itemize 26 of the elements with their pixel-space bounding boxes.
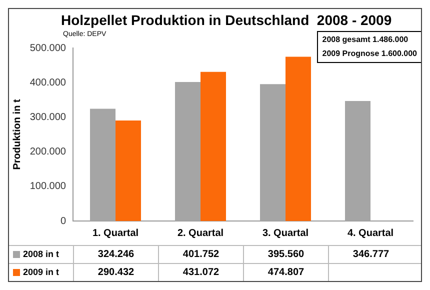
- y-tick-label: 300.000: [30, 112, 66, 123]
- y-tick-label: 0: [60, 216, 66, 227]
- y-axis-title: Produktion in t: [12, 98, 23, 170]
- bar: [200, 72, 226, 221]
- data-label: 431.072: [158, 264, 243, 281]
- data-label: 474.807: [243, 264, 328, 281]
- x-tick-label: 3. Quartal: [262, 228, 309, 239]
- y-tick-label: 200.000: [30, 146, 66, 158]
- y-tick-label: 400.000: [30, 77, 66, 88]
- data-label: 395.560: [243, 246, 328, 263]
- bar: [286, 56, 311, 221]
- x-tick-label: 4. Quartal: [347, 228, 394, 239]
- data-label: 401.752: [158, 246, 243, 263]
- text: 2008 gesamt 1.486.000: [322, 34, 410, 46]
- y-tick-label: 100.000: [30, 181, 66, 192]
- data-label: 324.246: [73, 246, 158, 263]
- data-label: 346.777: [328, 246, 413, 263]
- legend-label: 2008 in t: [23, 248, 60, 261]
- x-tick-label: 1. Quartal: [92, 228, 139, 239]
- annotation: 2009 Prognose 1.600.000: [322, 48, 417, 60]
- chart-title: Holzpellet Produktion in Deutschland 2008 - 2009: [61, 12, 392, 28]
- data-label: 290.432: [73, 264, 158, 281]
- x-tick-label: 2. Quartal: [177, 228, 224, 239]
- bar: [116, 120, 141, 221]
- y-tick-label: 500.000: [30, 42, 66, 54]
- legend-label: 2009 in t: [23, 266, 60, 279]
